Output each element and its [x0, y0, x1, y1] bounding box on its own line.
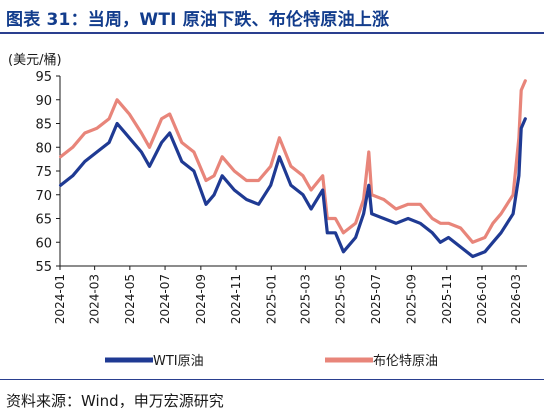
- wti-series-line: [58, 117, 527, 259]
- x-tick-label: 2025-03: [298, 274, 312, 324]
- x-tick-label: 2026-01: [475, 274, 489, 324]
- legend-item-brent: 布伦特原油: [325, 354, 438, 369]
- series-lines: [58, 79, 527, 259]
- y-axis-unit-label: (美元/桶): [8, 53, 62, 68]
- chart-title: 图表 31：当周，WTI 原油下跌、布伦特原油上涨: [6, 10, 390, 30]
- legend-label: 布伦特原油: [373, 354, 438, 369]
- y-tick-label: 95: [35, 70, 52, 85]
- y-tick-label: 85: [35, 118, 52, 133]
- x-tick-label: 2024-11: [229, 274, 243, 324]
- y-tick-label: 60: [35, 236, 52, 251]
- x-tick-label: 2025-05: [334, 274, 348, 324]
- x-tick-label: 2025-07: [369, 274, 383, 324]
- x-tick-label: 2026-03: [509, 274, 523, 324]
- x-tick-label: 2025-09: [405, 274, 419, 324]
- x-tick-label: 2025-11: [440, 274, 454, 324]
- x-tick-labels: 2024-01 2024-03 2024-05 2024-07 2024-09 2024-…: [53, 266, 523, 324]
- line-chart: (美元/桶) 55 60 65 70 75 80 85 90 95 2024-01 2024-03…: [8, 53, 527, 369]
- source-note: 资料来源：Wind，申万宏源研究: [6, 392, 224, 410]
- x-tick-label: 2024-01: [53, 274, 67, 324]
- legend: WTI原油 布伦特原油: [105, 354, 438, 369]
- x-tick-label: 2024-09: [194, 274, 208, 324]
- y-tick-label: 65: [35, 213, 52, 228]
- title-underline: [0, 32, 544, 34]
- legend-label: WTI原油: [153, 354, 204, 369]
- y-tick-label: 90: [35, 94, 52, 109]
- source-divider: [0, 379, 544, 380]
- legend-item-wti: WTI原油: [105, 354, 204, 369]
- x-tick-label: 2024-07: [158, 274, 172, 324]
- y-tick-label: 80: [35, 141, 52, 156]
- x-tick-label: 2024-03: [88, 274, 102, 324]
- y-tick-labels: 55 60 65 70 75 80 85 90 95: [35, 70, 60, 275]
- y-tick-label: 70: [35, 189, 52, 204]
- brent-series-line: [58, 79, 527, 244]
- x-tick-label: 2025-01: [264, 274, 278, 324]
- y-tick-label: 75: [35, 165, 52, 180]
- x-tick-label: 2024-05: [123, 274, 137, 324]
- y-tick-label: 55: [35, 260, 52, 275]
